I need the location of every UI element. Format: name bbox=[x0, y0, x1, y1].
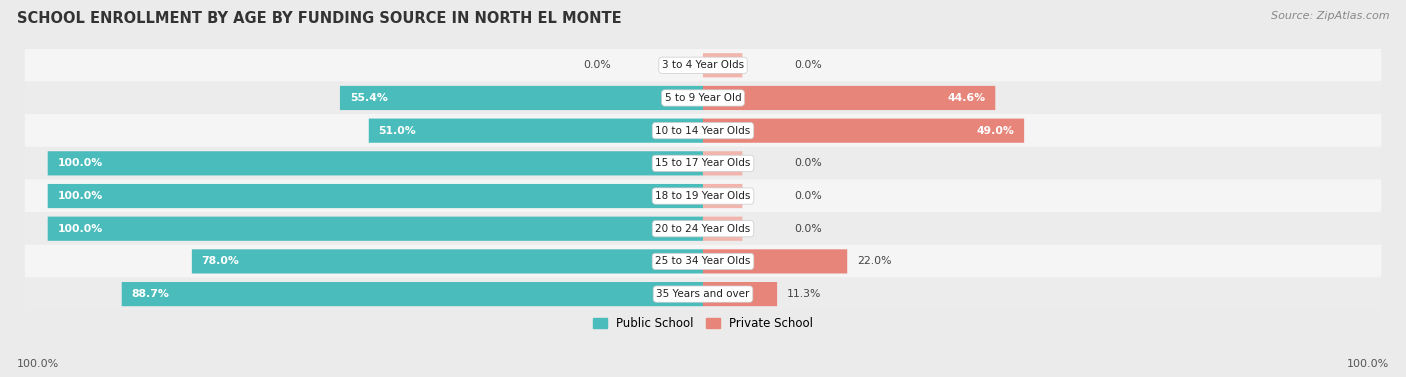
FancyBboxPatch shape bbox=[25, 114, 1381, 147]
Text: 0.0%: 0.0% bbox=[794, 158, 823, 169]
Text: 100.0%: 100.0% bbox=[58, 224, 103, 234]
FancyBboxPatch shape bbox=[25, 245, 1381, 278]
Text: 18 to 19 Year Olds: 18 to 19 Year Olds bbox=[655, 191, 751, 201]
Text: 0.0%: 0.0% bbox=[794, 224, 823, 234]
Text: 20 to 24 Year Olds: 20 to 24 Year Olds bbox=[655, 224, 751, 234]
Text: 0.0%: 0.0% bbox=[794, 191, 823, 201]
FancyBboxPatch shape bbox=[48, 217, 703, 241]
Text: 88.7%: 88.7% bbox=[132, 289, 170, 299]
Text: 11.3%: 11.3% bbox=[787, 289, 821, 299]
Text: Source: ZipAtlas.com: Source: ZipAtlas.com bbox=[1271, 11, 1389, 21]
FancyBboxPatch shape bbox=[703, 282, 778, 306]
FancyBboxPatch shape bbox=[25, 212, 1381, 245]
FancyBboxPatch shape bbox=[48, 184, 703, 208]
Legend: Public School, Private School: Public School, Private School bbox=[586, 311, 820, 336]
Text: 49.0%: 49.0% bbox=[976, 126, 1014, 136]
FancyBboxPatch shape bbox=[25, 81, 1381, 115]
FancyBboxPatch shape bbox=[703, 86, 995, 110]
Text: 100.0%: 100.0% bbox=[58, 191, 103, 201]
FancyBboxPatch shape bbox=[340, 86, 703, 110]
Text: SCHOOL ENROLLMENT BY AGE BY FUNDING SOURCE IN NORTH EL MONTE: SCHOOL ENROLLMENT BY AGE BY FUNDING SOUR… bbox=[17, 11, 621, 26]
Text: 51.0%: 51.0% bbox=[378, 126, 416, 136]
Text: 35 Years and over: 35 Years and over bbox=[657, 289, 749, 299]
Text: 22.0%: 22.0% bbox=[858, 256, 891, 267]
Text: 100.0%: 100.0% bbox=[17, 359, 59, 369]
Text: 100.0%: 100.0% bbox=[58, 158, 103, 169]
Text: 0.0%: 0.0% bbox=[794, 60, 823, 70]
FancyBboxPatch shape bbox=[368, 118, 703, 143]
Text: 78.0%: 78.0% bbox=[201, 256, 239, 267]
FancyBboxPatch shape bbox=[48, 151, 703, 175]
Text: 3 to 4 Year Olds: 3 to 4 Year Olds bbox=[662, 60, 744, 70]
FancyBboxPatch shape bbox=[25, 147, 1381, 180]
Text: 55.4%: 55.4% bbox=[350, 93, 388, 103]
FancyBboxPatch shape bbox=[703, 53, 742, 77]
FancyBboxPatch shape bbox=[703, 151, 742, 175]
Text: 15 to 17 Year Olds: 15 to 17 Year Olds bbox=[655, 158, 751, 169]
FancyBboxPatch shape bbox=[122, 282, 703, 306]
Text: 0.0%: 0.0% bbox=[583, 60, 612, 70]
FancyBboxPatch shape bbox=[703, 118, 1024, 143]
FancyBboxPatch shape bbox=[25, 277, 1381, 311]
FancyBboxPatch shape bbox=[191, 249, 703, 273]
FancyBboxPatch shape bbox=[703, 184, 742, 208]
Text: 5 to 9 Year Old: 5 to 9 Year Old bbox=[665, 93, 741, 103]
FancyBboxPatch shape bbox=[25, 179, 1381, 213]
Text: 25 to 34 Year Olds: 25 to 34 Year Olds bbox=[655, 256, 751, 267]
Text: 44.6%: 44.6% bbox=[948, 93, 986, 103]
FancyBboxPatch shape bbox=[703, 249, 848, 273]
FancyBboxPatch shape bbox=[25, 49, 1381, 82]
Text: 100.0%: 100.0% bbox=[1347, 359, 1389, 369]
FancyBboxPatch shape bbox=[703, 217, 742, 241]
Text: 10 to 14 Year Olds: 10 to 14 Year Olds bbox=[655, 126, 751, 136]
